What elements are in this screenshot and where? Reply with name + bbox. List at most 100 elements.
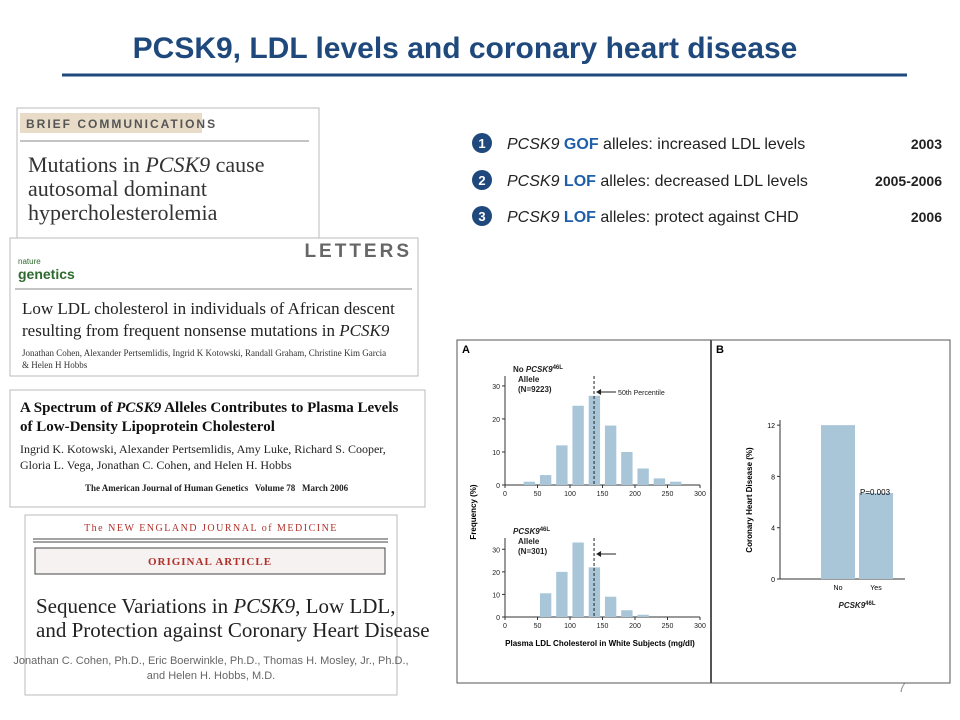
text-line: Low LDL cholesterol in individuals of Af… [22,299,395,318]
allele: 46L [553,365,564,371]
text-line: autosomal dominant [28,176,207,201]
x-tick-label: 150 [597,623,609,630]
hist-bar [604,596,617,617]
gene-label-line: Allele [518,375,540,384]
x-tick-label: 200 [629,623,641,630]
arrow-head [596,551,602,557]
bar [821,425,855,579]
y-tick-label: 10 [492,450,500,457]
text-segment: Alleles Contributes to Plasma Levels [161,400,398,416]
year: 2006 [911,209,942,225]
bullet-circle [472,206,492,226]
gene-label: PCSK946L [513,527,550,536]
panel-label: A [462,344,470,356]
hist-bar [588,567,601,617]
allele-kind: GOF [564,136,599,153]
bullet-number: 2 [478,173,485,188]
panel-label: B [716,344,724,356]
bullet-circle [472,170,492,190]
text-segment: PCSK9 [144,152,210,177]
arrow-head [596,389,602,395]
text-segment: of Low-Density Lipoprotein Cholesterol [20,419,275,435]
text-line: A Spectrum of PCSK9 Alleles Contributes … [20,400,398,416]
y-tick-label: 0 [771,577,775,584]
point-text: PCSK9 LOF alleles: protect against CHD [507,209,799,226]
x-tick-label: 300 [694,623,706,630]
text-segment: Sequence Variations in [36,594,233,618]
page-number: 7 [898,679,906,695]
text-line: Sequence Variations in PCSK9, Low LDL, [36,594,396,618]
y-tick-label: 0 [496,615,500,622]
hist-bar [556,571,568,617]
journal: The American Journal of Human Genetics V… [85,483,349,493]
x-tick-label: 150 [597,491,609,498]
point-text: PCSK9 LOF alleles: decreased LDL levels [507,173,808,190]
paper-header: LETTERS [304,241,412,262]
x-tick-label: 250 [662,623,674,630]
y-tick-label: 30 [492,547,500,554]
paper-clip [9,237,419,377]
allele: 46L [540,527,551,533]
text-line: and Protection against Coronary Heart Di… [36,618,430,642]
text-segment: and Protection against Coronary Heart Di… [36,618,430,642]
slide-title: PCSK9, LDL levels and coronary heart dis… [133,32,798,65]
authors: Jonathan C. Cohen, Ph.D., Eric Boerwinkl… [13,655,408,667]
hist-bar [637,614,649,617]
point-desc: alleles: increased LDL levels [599,136,806,153]
hist-bar [637,468,649,485]
y-tick-label: 20 [492,570,500,577]
paper-clip [9,389,426,508]
text-line: hypercholesterolemia [28,200,218,225]
bullet-number: 1 [478,136,485,151]
bar [859,493,893,579]
hist-bar [653,478,666,485]
gene: PCSK9 [526,365,553,374]
hist-bar [621,610,633,617]
y-tick-label: 12 [767,423,775,430]
y-tick-label: 20 [492,417,500,424]
x-tick-label: 0 [503,491,507,498]
text-segment: Mutations in [28,152,145,177]
annotation: P=0.003 [860,488,891,497]
text-segment: Low LDL cholesterol in individuals of Af… [22,299,395,318]
gene: PCSK9 [507,136,560,153]
authors: and Helen H. Hobbs, M.D. [147,670,275,682]
x-tick-label: Yes [870,585,882,592]
point-desc: alleles: decreased LDL levels [596,173,808,190]
section: ORIGINAL ARTICLE [148,556,272,568]
y-tick-label: 8 [771,474,775,481]
marker-label: 50th Percentile [618,390,665,397]
year: 2005-2006 [875,173,942,189]
y-tick-label: 10 [492,592,500,599]
paper-header: BRIEF COMMUNICATIONS [26,117,217,131]
text-segment: , Low LDL, [295,594,395,618]
hist-bar [604,425,617,485]
y-axis-label: Coronary Heart Disease (%) [745,447,754,553]
text-segment: PCSK9 [116,400,162,416]
gene: PCSK9 [507,209,560,226]
gene-label-line: (N=301) [518,547,547,556]
hist-bar [572,405,584,485]
text-segment: A Spectrum of [20,400,116,416]
x-tick-label: 300 [694,491,706,498]
gene: PCSK9 [507,173,560,190]
y-axis-label: Frequency (%) [469,484,478,539]
text-segment: hypercholesterolemia [28,200,218,225]
hist-bar [572,542,584,617]
year: 2003 [911,136,942,152]
text-segment: PCSK9 [232,594,295,618]
point-text: PCSK9 GOF alleles: increased LDL levels [507,136,805,153]
header-band [20,113,202,133]
hist-bar [523,481,536,485]
x-tick-label: 250 [662,491,674,498]
x-tick-label: No [834,585,843,592]
hist-bar [621,451,633,485]
x-tick-label: 0 [503,623,507,630]
section-box [34,547,386,575]
logo: nature [18,257,41,266]
text-segment: autosomal dominant [28,176,207,201]
hist-bar [539,475,552,485]
gene-label-line: Allele [518,537,540,546]
prefix: No [513,365,526,374]
